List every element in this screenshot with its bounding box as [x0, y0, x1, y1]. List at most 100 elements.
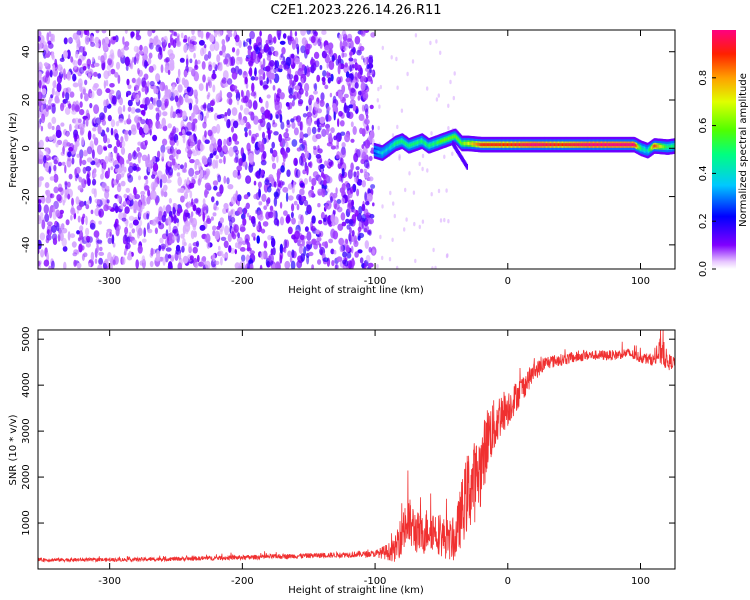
noise-speck: [250, 91, 256, 97]
noise-speck: [152, 97, 157, 107]
noise-speck: [181, 129, 186, 135]
noise-speck: [371, 124, 374, 131]
noise-speck: [106, 64, 111, 71]
noise-speck: [180, 32, 184, 39]
noise-speck: [113, 146, 118, 154]
noise-speck: [164, 253, 169, 263]
noise-speck: [276, 170, 281, 180]
noise-speck: [284, 64, 289, 71]
noise-speck: [121, 140, 126, 148]
noise-speck: [188, 182, 195, 189]
noise-speck: [378, 104, 381, 109]
noise-speck: [408, 171, 411, 176]
noise-speck: [318, 230, 324, 238]
noise-speck: [364, 191, 367, 202]
noise-speck: [319, 116, 326, 124]
noise-speck: [78, 176, 83, 183]
noise-speck: [127, 174, 134, 183]
noise-speck: [167, 69, 171, 76]
noise-speck: [284, 260, 291, 269]
noise-speck: [273, 181, 277, 188]
noise-speck: [295, 43, 300, 50]
noise-speck: [282, 138, 287, 144]
noise-speck: [366, 64, 370, 69]
noise-speck: [248, 129, 252, 136]
noise-speck: [368, 176, 374, 182]
noise-speck: [341, 221, 347, 227]
noise-speck: [279, 113, 283, 123]
noise-speck: [439, 218, 443, 223]
noise-speck: [130, 107, 136, 114]
noise-speck: [107, 167, 111, 176]
noise-speck: [227, 184, 234, 190]
noise-speck: [120, 146, 126, 155]
noise-speck: [290, 118, 295, 123]
noise-speck: [94, 247, 98, 258]
noise-speck: [110, 166, 114, 171]
noise-speck: [141, 87, 145, 93]
noise-speck: [47, 162, 51, 167]
noise-speck: [76, 262, 82, 269]
noise-speck: [103, 80, 107, 89]
noise-speck: [102, 161, 107, 170]
noise-speck: [184, 94, 189, 103]
noise-speck: [169, 53, 175, 60]
noise-speck: [122, 36, 125, 45]
noise-speck: [103, 70, 110, 80]
noise-speck: [140, 142, 144, 149]
noise-speck: [164, 89, 170, 98]
noise-speck: [68, 173, 73, 180]
noise-speck: [239, 104, 244, 111]
noise-speck: [46, 32, 50, 42]
noise-speck: [99, 210, 102, 217]
noise-speck: [279, 64, 283, 70]
noise-speck: [287, 183, 293, 190]
noise-speck: [86, 157, 93, 163]
noise-speck: [239, 119, 245, 126]
noise-speck: [217, 64, 223, 72]
noise-speck: [56, 194, 62, 202]
noise-speck: [228, 98, 233, 106]
noise-speck: [297, 101, 303, 107]
noise-speck: [209, 34, 215, 43]
noise-speck: [235, 49, 240, 57]
noise-speck: [79, 101, 83, 108]
noise-speck: [305, 43, 311, 52]
noise-speck: [79, 66, 85, 74]
noise-speck: [146, 213, 150, 220]
noise-speck: [75, 166, 81, 174]
noise-speck: [160, 243, 166, 250]
noise-speck: [67, 157, 71, 162]
noise-speck: [306, 165, 309, 176]
noise-speck: [173, 214, 177, 224]
noise-speck: [237, 244, 241, 250]
noise-speck: [432, 247, 435, 253]
x-tick-label: -300: [98, 276, 121, 287]
noise-speck: [313, 145, 317, 150]
noise-speck: [161, 117, 166, 127]
noise-speck: [446, 253, 449, 258]
noise-speck: [123, 120, 127, 125]
noise-speck: [98, 220, 102, 225]
noise-speck: [53, 186, 59, 194]
noise-speck: [278, 101, 282, 111]
noise-speck: [143, 175, 148, 180]
noise-speck: [225, 34, 229, 43]
noise-speck: [306, 111, 313, 118]
noise-speck: [123, 193, 128, 199]
noise-speck: [258, 201, 263, 206]
noise-speck: [81, 136, 85, 146]
noise-speck: [192, 246, 198, 254]
noise-speck: [367, 262, 374, 268]
noise-speck: [369, 130, 375, 139]
noise-speck: [237, 232, 241, 239]
noise-speck: [381, 204, 384, 209]
noise-speck: [305, 105, 309, 112]
noise-speck: [186, 177, 190, 186]
noise-speck: [242, 261, 246, 268]
noise-speck: [198, 83, 204, 92]
noise-speck: [130, 31, 135, 38]
noise-speck: [321, 50, 327, 59]
y-tick-label: 40: [21, 45, 32, 58]
noise-speck: [370, 32, 376, 38]
